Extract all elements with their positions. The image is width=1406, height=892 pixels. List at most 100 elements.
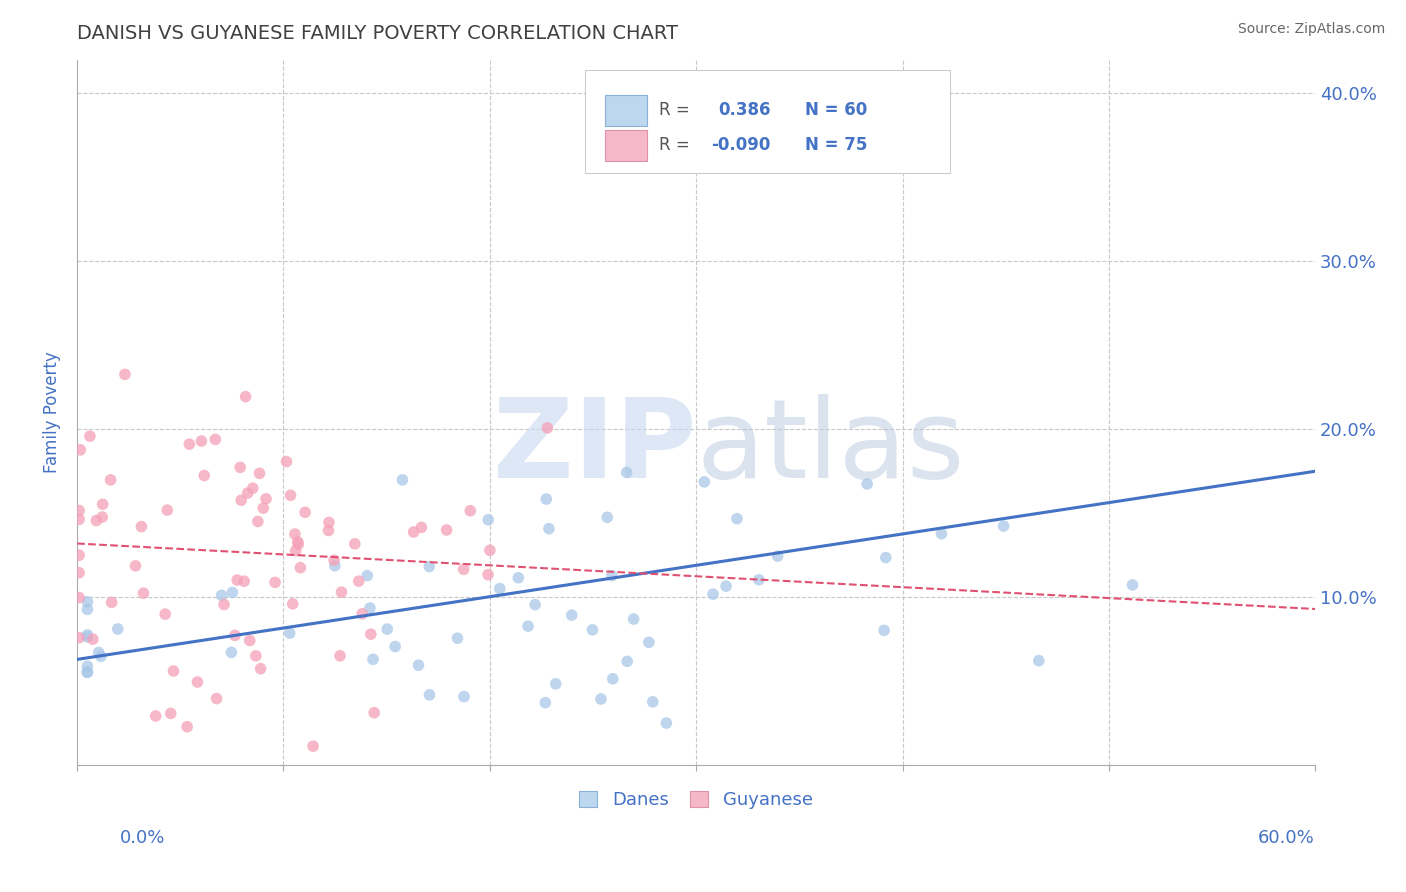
Point (190, 434, 212, 448)
Point (561, 608, 583, 623)
Point (231, 493, 253, 508)
Point (352, 607, 374, 621)
Point (236, 486, 259, 500)
Point (589, 692, 612, 706)
Point (360, 627, 382, 641)
Point (76, 659, 98, 673)
Y-axis label: Family Poverty: Family Poverty (44, 351, 60, 474)
Point (402, 524, 425, 539)
Point (67, 566, 90, 580)
Point (82, 632, 104, 647)
Point (287, 534, 309, 549)
Text: 0.0%: 0.0% (120, 829, 165, 847)
Point (91, 497, 114, 511)
Point (245, 648, 267, 663)
Point (602, 672, 624, 686)
Point (290, 560, 312, 574)
Point (76, 630, 98, 644)
Point (91, 510, 114, 524)
Text: N = 60: N = 60 (806, 101, 868, 119)
Point (477, 567, 499, 582)
Point (616, 654, 638, 668)
Point (100, 473, 122, 487)
Point (329, 648, 352, 663)
Point (477, 513, 499, 527)
Point (211, 588, 233, 602)
Point (536, 421, 558, 435)
Point (145, 709, 167, 723)
Point (287, 537, 309, 551)
Point (86, 514, 108, 528)
Text: -0.090: -0.090 (711, 136, 770, 154)
Point (508, 571, 530, 585)
Text: 0.386: 0.386 (718, 101, 770, 119)
Point (235, 390, 257, 404)
Point (69, 442, 91, 457)
Point (284, 543, 307, 558)
FancyBboxPatch shape (605, 129, 647, 161)
Point (453, 562, 475, 576)
Point (436, 523, 458, 537)
Point (537, 522, 560, 536)
Point (323, 558, 346, 573)
Point (363, 706, 385, 720)
Point (596, 510, 619, 524)
FancyBboxPatch shape (585, 70, 950, 173)
Point (284, 527, 307, 541)
Point (67, 503, 90, 517)
Point (330, 585, 353, 599)
Point (534, 696, 557, 710)
Point (411, 520, 433, 534)
Point (931, 526, 953, 541)
Point (623, 612, 645, 626)
Text: 60.0%: 60.0% (1258, 829, 1315, 847)
Point (179, 437, 201, 451)
Point (76, 602, 98, 616)
Point (1028, 654, 1050, 668)
Point (67, 631, 90, 645)
Point (205, 691, 228, 706)
Point (159, 706, 181, 721)
Point (249, 662, 271, 676)
Point (186, 675, 208, 690)
Point (638, 635, 661, 649)
Point (856, 477, 879, 491)
Point (323, 553, 346, 567)
Point (87, 645, 110, 659)
Point (246, 515, 269, 529)
Point (100, 595, 122, 609)
Point (524, 598, 547, 612)
Point (79, 429, 101, 443)
Point (318, 524, 340, 538)
Point (418, 688, 440, 702)
Point (408, 658, 430, 673)
Point (748, 573, 770, 587)
Point (76, 665, 98, 680)
Point (276, 454, 298, 468)
Point (343, 537, 366, 551)
Text: R =: R = (659, 136, 695, 154)
Point (359, 601, 381, 615)
Point (766, 549, 789, 563)
Point (249, 467, 271, 481)
Point (132, 586, 155, 600)
Point (193, 468, 215, 483)
Point (693, 475, 716, 489)
Point (725, 512, 748, 526)
Point (264, 575, 287, 590)
Point (600, 568, 623, 582)
Point (453, 690, 475, 704)
Text: R =: R = (659, 101, 695, 119)
Point (76, 665, 98, 679)
Point (224, 628, 246, 642)
Point (318, 516, 340, 530)
Point (488, 582, 510, 596)
Point (153, 607, 176, 621)
Point (517, 619, 540, 633)
Point (233, 574, 256, 589)
Point (641, 695, 664, 709)
Point (993, 519, 1015, 533)
Point (356, 568, 378, 582)
Point (162, 664, 184, 678)
Point (252, 501, 274, 516)
